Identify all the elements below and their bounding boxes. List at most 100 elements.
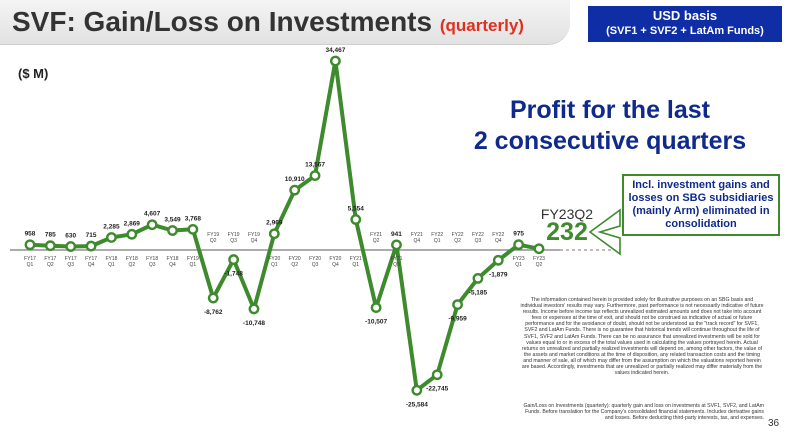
x-tick-label-quarter: Q3 bbox=[149, 262, 156, 268]
x-tick-label-year: FY18 bbox=[146, 256, 158, 262]
x-tick-label-quarter: Q2 bbox=[128, 262, 135, 268]
data-point bbox=[187, 223, 199, 235]
data-point bbox=[65, 241, 77, 252]
x-tick-label-year: FY22 bbox=[452, 232, 464, 238]
x-tick-label-quarter: Q4 bbox=[251, 238, 258, 244]
data-label: -9,959 bbox=[448, 316, 467, 323]
x-tick-label-year: FY17 bbox=[24, 256, 36, 262]
x-tick-label-year: FY21 bbox=[370, 232, 382, 238]
x-tick-label-quarter: Q1 bbox=[515, 262, 522, 268]
x-tick-label-quarter: Q3 bbox=[312, 262, 319, 268]
x-tick-label-year: FY22 bbox=[431, 232, 443, 238]
x-tick-label-quarter: Q4 bbox=[495, 238, 502, 244]
data-point bbox=[350, 214, 362, 225]
x-tick-label-quarter: Q4 bbox=[88, 262, 95, 268]
data-label: 958 bbox=[25, 231, 36, 238]
data-point bbox=[309, 170, 321, 182]
data-point bbox=[126, 228, 138, 240]
x-tick-label-year: FY17 bbox=[85, 256, 97, 262]
data-point bbox=[248, 303, 260, 315]
data-label: 4,607 bbox=[144, 211, 161, 218]
data-label: -25,584 bbox=[406, 401, 428, 408]
x-tick-label-year: FY22 bbox=[492, 232, 504, 238]
data-point bbox=[370, 302, 382, 314]
x-tick-label-year: FY21 bbox=[350, 256, 362, 262]
data-label: -1,748 bbox=[224, 271, 243, 278]
page-number: 36 bbox=[768, 418, 780, 429]
data-point bbox=[24, 239, 36, 251]
data-label: -22,745 bbox=[426, 386, 448, 393]
headline-line1: Profit for the last bbox=[509, 96, 710, 124]
note-box: Incl. investment gains and losses on SBG… bbox=[622, 174, 780, 236]
x-tick-label-quarter: Q1 bbox=[352, 262, 359, 268]
page-title: SVF: Gain/Loss on Investments (quarterly… bbox=[12, 6, 524, 38]
x-tick-label-year: FY20 bbox=[268, 256, 280, 262]
data-label: 10,910 bbox=[285, 176, 305, 183]
x-tick-label-year: FY19 bbox=[207, 232, 219, 238]
x-tick-label-quarter: Q2 bbox=[47, 262, 54, 268]
x-tick-label-year: FY20 bbox=[289, 256, 301, 262]
data-point bbox=[146, 219, 158, 231]
data-point bbox=[106, 232, 117, 243]
basis-line1: USD basis bbox=[652, 8, 718, 23]
unit-label: ($ M) bbox=[18, 66, 49, 81]
data-label: 3,768 bbox=[185, 215, 202, 222]
data-label: -1,879 bbox=[489, 271, 508, 278]
data-label: -10,507 bbox=[365, 319, 387, 326]
x-tick-label-year: FY21 bbox=[391, 256, 403, 262]
data-point bbox=[329, 55, 341, 67]
x-tick-label-quarter: Q4 bbox=[169, 262, 176, 268]
data-label: 785 bbox=[45, 232, 56, 239]
data-label: 630 bbox=[65, 233, 76, 240]
data-label: 13,567 bbox=[305, 162, 325, 169]
data-point bbox=[44, 240, 56, 252]
x-tick-label-quarter: Q3 bbox=[475, 238, 482, 244]
data-label: 5,554 bbox=[348, 206, 365, 213]
x-tick-label-quarter: Q1 bbox=[108, 262, 115, 268]
x-tick-label-quarter: Q4 bbox=[414, 238, 421, 244]
x-tick-label-quarter: Q1 bbox=[271, 262, 278, 268]
data-point bbox=[513, 239, 525, 251]
data-point bbox=[228, 254, 240, 265]
title-bar: SVF: Gain/Loss on Investments (quarterly… bbox=[0, 0, 570, 45]
basis-badge: USD basis (SVF1 + SVF2 + LatAm Funds) bbox=[588, 6, 782, 42]
x-tick-label-quarter: Q1 bbox=[434, 238, 441, 244]
data-label: 34,467 bbox=[325, 47, 345, 54]
data-label: 3,549 bbox=[164, 217, 181, 224]
latest-quarter-label: FY23Q2 bbox=[540, 206, 594, 222]
data-point bbox=[167, 225, 178, 236]
page-title-text: SVF: Gain/Loss on Investments bbox=[12, 6, 433, 37]
data-point bbox=[289, 184, 301, 196]
x-tick-label-year: FY20 bbox=[329, 256, 341, 262]
x-tick-label-year: FY22 bbox=[472, 232, 484, 238]
latest-quarter-value: 232 bbox=[546, 218, 588, 246]
data-point bbox=[533, 243, 545, 255]
x-tick-label-quarter: Q1 bbox=[27, 262, 34, 268]
x-tick-label-quarter: Q2 bbox=[454, 238, 461, 244]
data-point bbox=[391, 239, 402, 251]
x-tick-label-quarter: Q2 bbox=[373, 238, 380, 244]
data-label: 975 bbox=[513, 231, 524, 238]
x-tick-label-quarter: Q2 bbox=[210, 238, 217, 244]
x-tick-label-year: FY23 bbox=[533, 256, 545, 262]
x-tick-label-year: FY17 bbox=[44, 256, 56, 262]
data-point bbox=[431, 369, 443, 381]
x-tick-label-year: FY19 bbox=[228, 232, 240, 238]
data-label: 715 bbox=[86, 232, 97, 239]
x-tick-label-quarter: Q1 bbox=[190, 262, 197, 268]
x-tick-label-quarter: Q3 bbox=[393, 262, 400, 268]
data-point bbox=[207, 292, 219, 304]
data-label: -5,185 bbox=[469, 289, 488, 296]
data-point bbox=[411, 384, 423, 396]
x-tick-label-quarter: Q2 bbox=[291, 262, 298, 268]
x-tick-label-year: FY18 bbox=[126, 256, 138, 262]
headline-line2: 2 consecutive quarters bbox=[473, 127, 747, 155]
data-point bbox=[268, 228, 280, 240]
x-tick-label-year: FY20 bbox=[309, 256, 321, 262]
basis-line2: (SVF1 + SVF2 + LatAm Funds) bbox=[606, 25, 764, 37]
definition-text: Gain/Loss on Investments (quarterly): qu… bbox=[523, 403, 764, 422]
data-label: 2,869 bbox=[124, 220, 141, 227]
x-tick-label-year: FY21 bbox=[411, 232, 423, 238]
headline: Profit for the last 2 consecutive quarte… bbox=[440, 95, 780, 157]
